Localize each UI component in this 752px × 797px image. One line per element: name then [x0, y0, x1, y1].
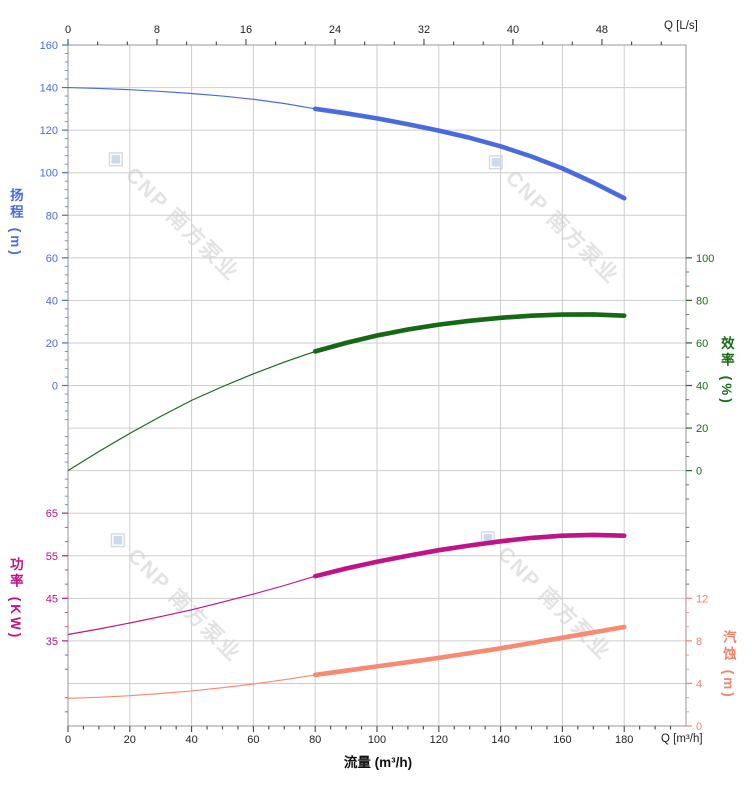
power-curve [312, 532, 627, 579]
svg-text:40: 40 [185, 734, 197, 746]
svg-text:0: 0 [65, 734, 71, 746]
svg-text:16: 16 [240, 24, 252, 36]
svg-text:20: 20 [124, 734, 136, 746]
head-axis-title: 扬程 (m) [7, 188, 23, 258]
svg-text:140: 140 [40, 83, 58, 95]
svg-text:0: 0 [52, 381, 58, 393]
left-axis-ticks: 160 140 120 100 80 60 40 20 0 65 55 45 35 [40, 40, 68, 713]
flow-axis-title: 流量 (m³/h) [343, 755, 413, 770]
svg-text:80: 80 [46, 210, 58, 222]
svg-text:40: 40 [46, 295, 58, 307]
svg-text:60: 60 [696, 338, 708, 350]
svg-text:80: 80 [696, 295, 708, 307]
svg-text:160: 160 [40, 40, 58, 52]
svg-text:100: 100 [40, 168, 58, 180]
top-axis-ticks: 0 8 16 24 32 40 48 [65, 24, 662, 45]
svg-text:100: 100 [368, 734, 386, 746]
svg-text:20: 20 [696, 423, 708, 435]
svg-text:48: 48 [596, 24, 608, 36]
efficiency-curve [312, 312, 627, 354]
svg-text:120: 120 [40, 125, 58, 137]
svg-text:160: 160 [553, 734, 571, 746]
bottom-axis-unit-label: Q [m³/h] [661, 733, 703, 745]
svg-text:65: 65 [46, 508, 58, 520]
svg-text:24: 24 [329, 24, 341, 36]
power-curve-thin [67, 575, 316, 636]
svg-text:32: 32 [418, 24, 430, 36]
svg-text:0: 0 [65, 24, 71, 36]
curves [67, 87, 627, 699]
svg-text:8: 8 [154, 24, 160, 36]
svg-text:0: 0 [696, 466, 702, 478]
svg-text:8: 8 [696, 636, 702, 648]
svg-text:20: 20 [46, 338, 58, 350]
svg-text:60: 60 [46, 253, 58, 265]
npsh-curve [312, 624, 627, 678]
svg-text:45: 45 [46, 593, 58, 605]
svg-text:40: 40 [696, 381, 708, 393]
svg-text:40: 40 [507, 24, 519, 36]
efficiency-axis-title: 效率 (%) [718, 336, 734, 406]
top-axis-unit-label: Q [L/s] [664, 20, 698, 32]
power-axis-title: 功率 (KW) [7, 557, 23, 641]
head-curve-thin [67, 87, 316, 110]
svg-text:0: 0 [696, 721, 702, 733]
svg-text:35: 35 [46, 636, 58, 648]
grid-lines [67, 44, 687, 727]
svg-text:80: 80 [309, 734, 321, 746]
svg-text:100: 100 [696, 253, 714, 265]
axes: 0 8 16 24 32 40 480 20 40 60 80 100 120 140 160 1801601… [40, 24, 715, 746]
svg-text:140: 140 [491, 734, 509, 746]
bottom-axis-ticks: 0 20 40 60 80 100 120 140 160 180 [65, 726, 672, 746]
svg-text:120: 120 [430, 734, 448, 746]
svg-text:12: 12 [696, 593, 708, 605]
svg-text:55: 55 [46, 551, 58, 563]
npsh-curve-thin [67, 674, 316, 699]
svg-text:4: 4 [696, 678, 702, 690]
svg-text:60: 60 [247, 734, 259, 746]
efficiency-curve-thin [67, 350, 316, 472]
head-curve [312, 106, 627, 201]
svg-text:180: 180 [615, 734, 633, 746]
npsh-axis-title: 汽蚀 (m) [720, 630, 736, 700]
